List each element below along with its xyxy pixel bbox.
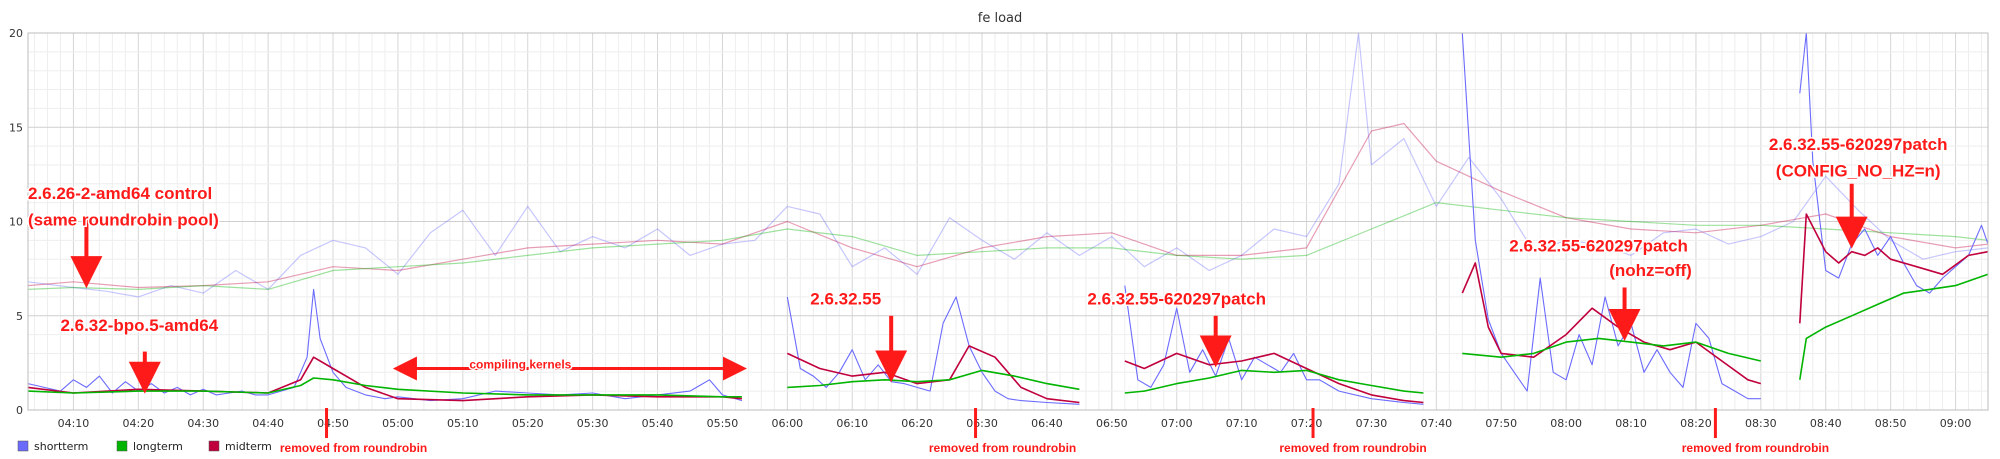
y-tick-label: 20	[9, 27, 23, 40]
x-tick-label: 08:20	[1680, 417, 1712, 430]
chart-title: fe load	[978, 11, 1023, 26]
legend: shortterm longterm midterm	[17, 440, 272, 453]
annotation-label: (nohz=off)	[1609, 261, 1692, 280]
x-tick-label: 04:50	[317, 417, 349, 430]
removed-marker-label: removed from roundrobin	[1682, 441, 1829, 455]
removed-marker-label: removed from roundrobin	[929, 441, 1076, 455]
annotation-label: 2.6.32.55	[810, 289, 881, 308]
x-tick-label: 07:20	[1291, 417, 1323, 430]
x-tick-label: 07:40	[1420, 417, 1452, 430]
x-tick-label: 08:00	[1550, 417, 1582, 430]
annotation-label: 2.6.32-bpo.5-amd64	[60, 316, 218, 335]
series-line-shortterm-5	[1799, 32, 1989, 294]
legend-label-longterm: longterm	[133, 440, 183, 453]
x-tick-label: 06:20	[901, 417, 933, 430]
x-tick-label: 05:30	[577, 417, 609, 430]
annotation-label: (CONFIG_NO_HZ=n)	[1776, 161, 1941, 180]
axes: 0 5 10 15 20 04:10 04:20 04:30 04:40 04:50 05:00 05…	[9, 27, 1989, 430]
x-tick-label: 05:20	[512, 417, 544, 430]
annotation-label: (same roundrobin pool)	[28, 210, 219, 229]
series-line-shortterm-4	[1461, 32, 1761, 400]
annotation-label: 2.6.26-2-amd64 control	[28, 184, 212, 203]
legend-label-shortterm: shortterm	[34, 440, 88, 453]
legend-label-midterm: midterm	[225, 440, 272, 453]
x-tick-label: 07:00	[1161, 417, 1193, 430]
series-line-shortterm-3	[1124, 285, 1424, 405]
series-line-midterm-1	[27, 356, 742, 402]
x-tick-label: 08:40	[1810, 417, 1842, 430]
x-tick-label: 07:50	[1485, 417, 1517, 430]
x-tick-label: 06:50	[1096, 417, 1128, 430]
series-line-bg-longterm	[27, 202, 1989, 290]
background-series	[27, 32, 1989, 298]
legend-swatch-shortterm	[17, 440, 29, 452]
x-tick-label: 08:10	[1615, 417, 1647, 430]
annotations: 2.6.26-2-amd64 control (same roundrobin p…	[27, 133, 1950, 456]
plot-frame	[27, 32, 1989, 411]
series-line-longterm-3	[1124, 369, 1424, 394]
series-line-midterm-5	[1799, 213, 1989, 324]
x-tick-label: 08:50	[1875, 417, 1907, 430]
removed-marker-label: removed from roundrobin	[1279, 441, 1426, 455]
x-tick-label: 06:00	[771, 417, 803, 430]
x-tick-label: 04:20	[122, 417, 154, 430]
x-tick-label: 09:00	[1940, 417, 1972, 430]
y-tick-label: 5	[16, 310, 23, 323]
y-tick-label: 0	[16, 404, 23, 417]
x-tick-label: 04:40	[252, 417, 284, 430]
x-tick-label: 06:40	[1031, 417, 1063, 430]
series-line-midterm-3	[1124, 352, 1424, 404]
y-tick-label: 15	[9, 121, 23, 134]
grid	[28, 32, 1988, 411]
legend-swatch-midterm	[208, 440, 220, 452]
series-line-longterm-1	[27, 377, 742, 398]
annotation-label: 2.6.32.55-620297patch	[1769, 135, 1948, 154]
annotation-label: compiling kernels	[469, 358, 571, 372]
y-tick-label: 10	[9, 216, 23, 229]
series-line-longterm-2	[787, 369, 1080, 391]
series-line-bg-shortterm	[27, 32, 1989, 298]
x-tick-label: 05:50	[707, 417, 739, 430]
x-tick-label: 04:10	[58, 417, 90, 430]
x-tick-label: 04:30	[187, 417, 219, 430]
x-tick-label: 05:10	[447, 417, 479, 430]
series-line-midterm-4	[1461, 262, 1762, 385]
x-tick-label: 06:30	[966, 417, 998, 430]
annotation-label: 2.6.32.55-620297patch	[1509, 237, 1688, 256]
x-tick-label: 07:10	[1226, 417, 1258, 430]
x-tick-label: 06:10	[836, 417, 868, 430]
removed-marker-label: removed from roundrobin	[280, 441, 427, 455]
series-line-longterm-5	[1799, 273, 1989, 380]
series-line-bg-midterm	[27, 122, 1989, 289]
x-tick-label: 05:00	[382, 417, 414, 430]
annotation-label: 2.6.32.55-620297patch	[1087, 289, 1266, 308]
legend-swatch-longterm	[116, 440, 128, 452]
series-line-shortterm-2	[786, 296, 1080, 405]
x-tick-label: 07:30	[1356, 417, 1388, 430]
x-tick-label: 05:40	[642, 417, 674, 430]
x-tick-label: 08:30	[1745, 417, 1777, 430]
